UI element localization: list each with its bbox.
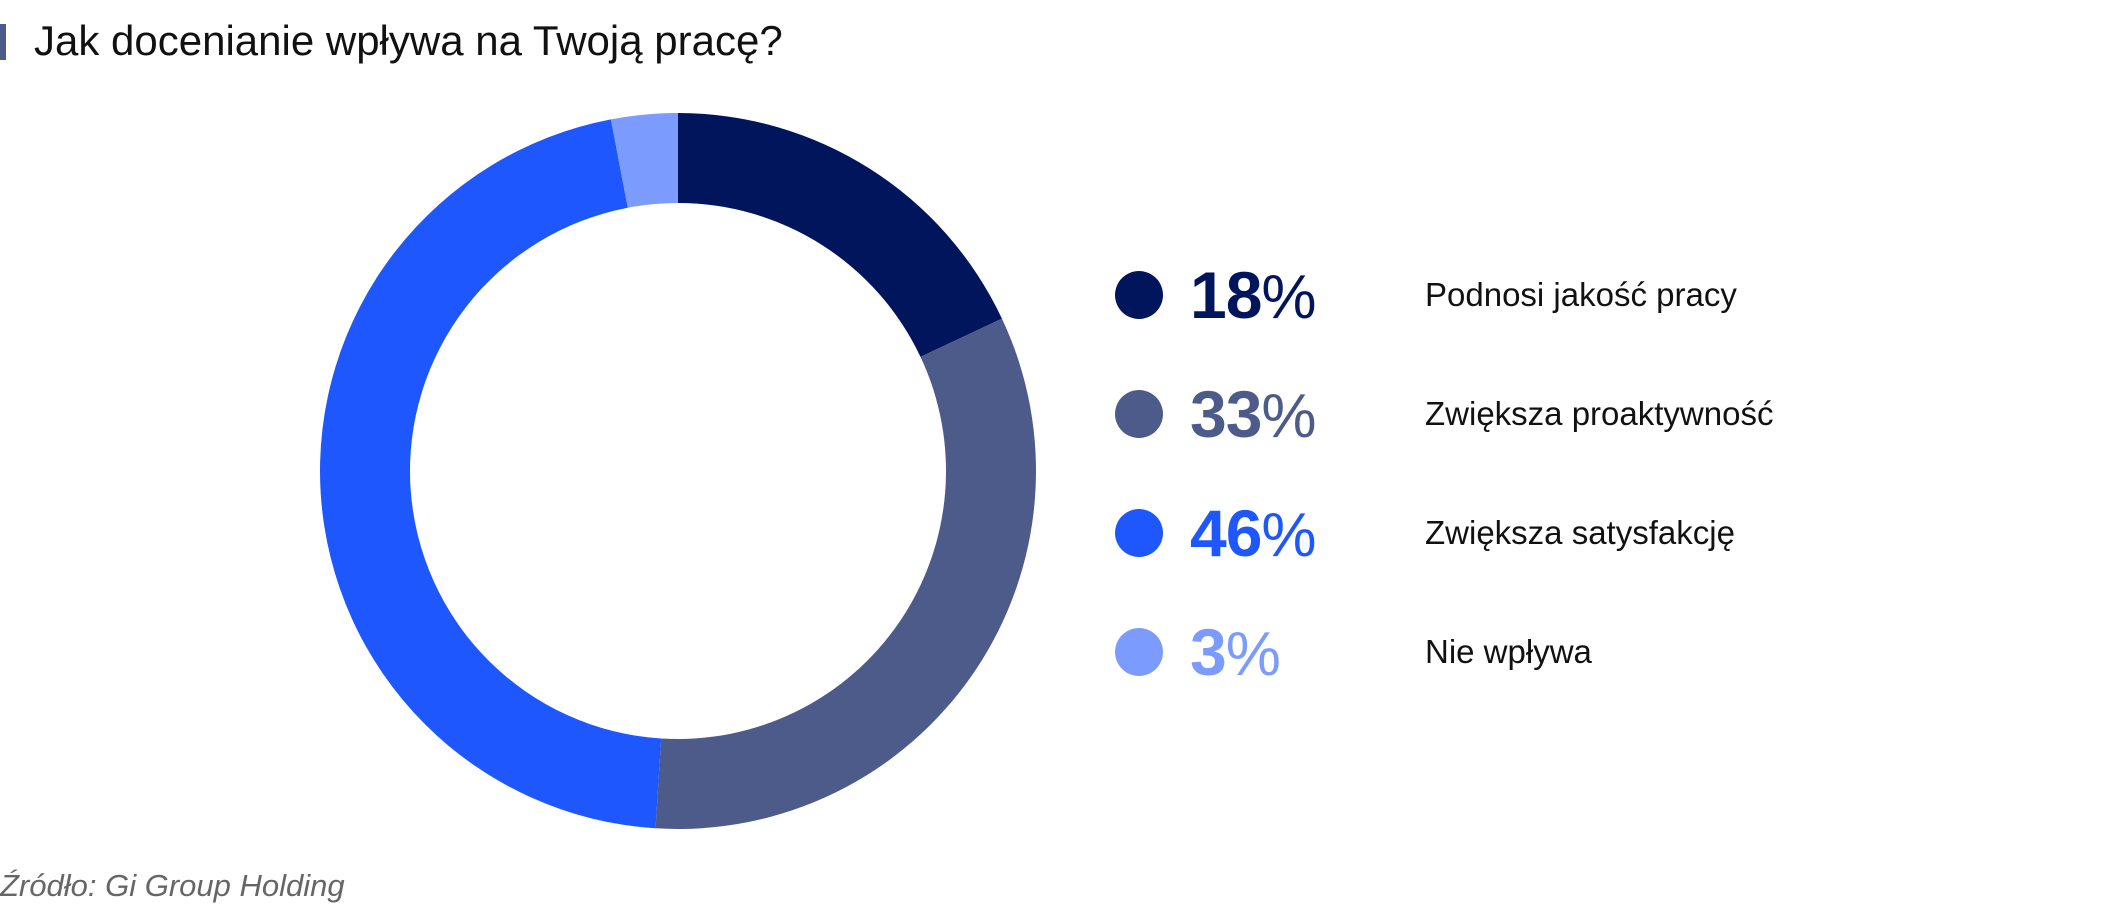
legend-percent-nie-wplywa: % (1225, 620, 1281, 689)
slice-zwieksza-proaktywnosc (655, 318, 1036, 829)
title-accent-bar (0, 24, 6, 60)
slice-zwieksza-satysfakcje (319, 119, 662, 829)
legend-value-podnosi-jakosc: 18% (1190, 255, 1317, 335)
legend-label-zwieksza-proaktywnosc: Zwiększa proaktywność (1425, 395, 1774, 432)
legend-number-nie-wplywa: 3 (1190, 615, 1227, 689)
legend-number-podnosi-jakosc: 18 (1190, 258, 1262, 332)
legend-label-nie-wplywa: Nie wpływa (1425, 633, 1592, 670)
source-note: Źródło: Gi Group Holding (0, 868, 345, 903)
legend-percent-zwieksza-proaktywnosc: % (1261, 382, 1317, 451)
slice-podnosi-jakosc (678, 113, 1002, 357)
legend-item-nie-wplywa: 3% Nie wpływa (1115, 612, 2015, 692)
legend-dot-nie-wplywa (1115, 628, 1163, 676)
chart-title: Jak docenianie wpływa na Twoją pracę? (34, 17, 783, 64)
legend-value-zwieksza-proaktywnosc: 33% (1190, 374, 1317, 454)
legend-value-nie-wplywa: 3% (1190, 612, 1281, 692)
legend-number-zwieksza-proaktywnosc: 33 (1190, 377, 1262, 451)
legend-percent-zwieksza-satysfakcje: % (1261, 501, 1317, 570)
legend-label-zwieksza-satysfakcje: Zwiększa satysfakcję (1425, 514, 1735, 551)
legend-item-zwieksza-satysfakcje: 46% Zwiększa satysfakcję (1115, 493, 2015, 573)
legend-dot-podnosi-jakosc (1115, 271, 1163, 319)
legend-item-zwieksza-proaktywnosc: 33% Zwiększa proaktywność (1115, 374, 2015, 454)
legend-label-podnosi-jakosc: Podnosi jakość pracy (1425, 276, 1737, 313)
slice-nie-wplywa (610, 113, 678, 208)
legend-dot-zwieksza-satysfakcje (1115, 509, 1163, 557)
legend-dot-zwieksza-proaktywnosc (1115, 390, 1163, 438)
legend-percent-podnosi-jakosc: % (1261, 263, 1317, 332)
legend-number-zwieksza-satysfakcje: 46 (1190, 496, 1262, 570)
legend-item-podnosi-jakosc: 18% Podnosi jakość pracy (1115, 255, 2015, 335)
legend-value-zwieksza-satysfakcje: 46% (1190, 493, 1317, 573)
